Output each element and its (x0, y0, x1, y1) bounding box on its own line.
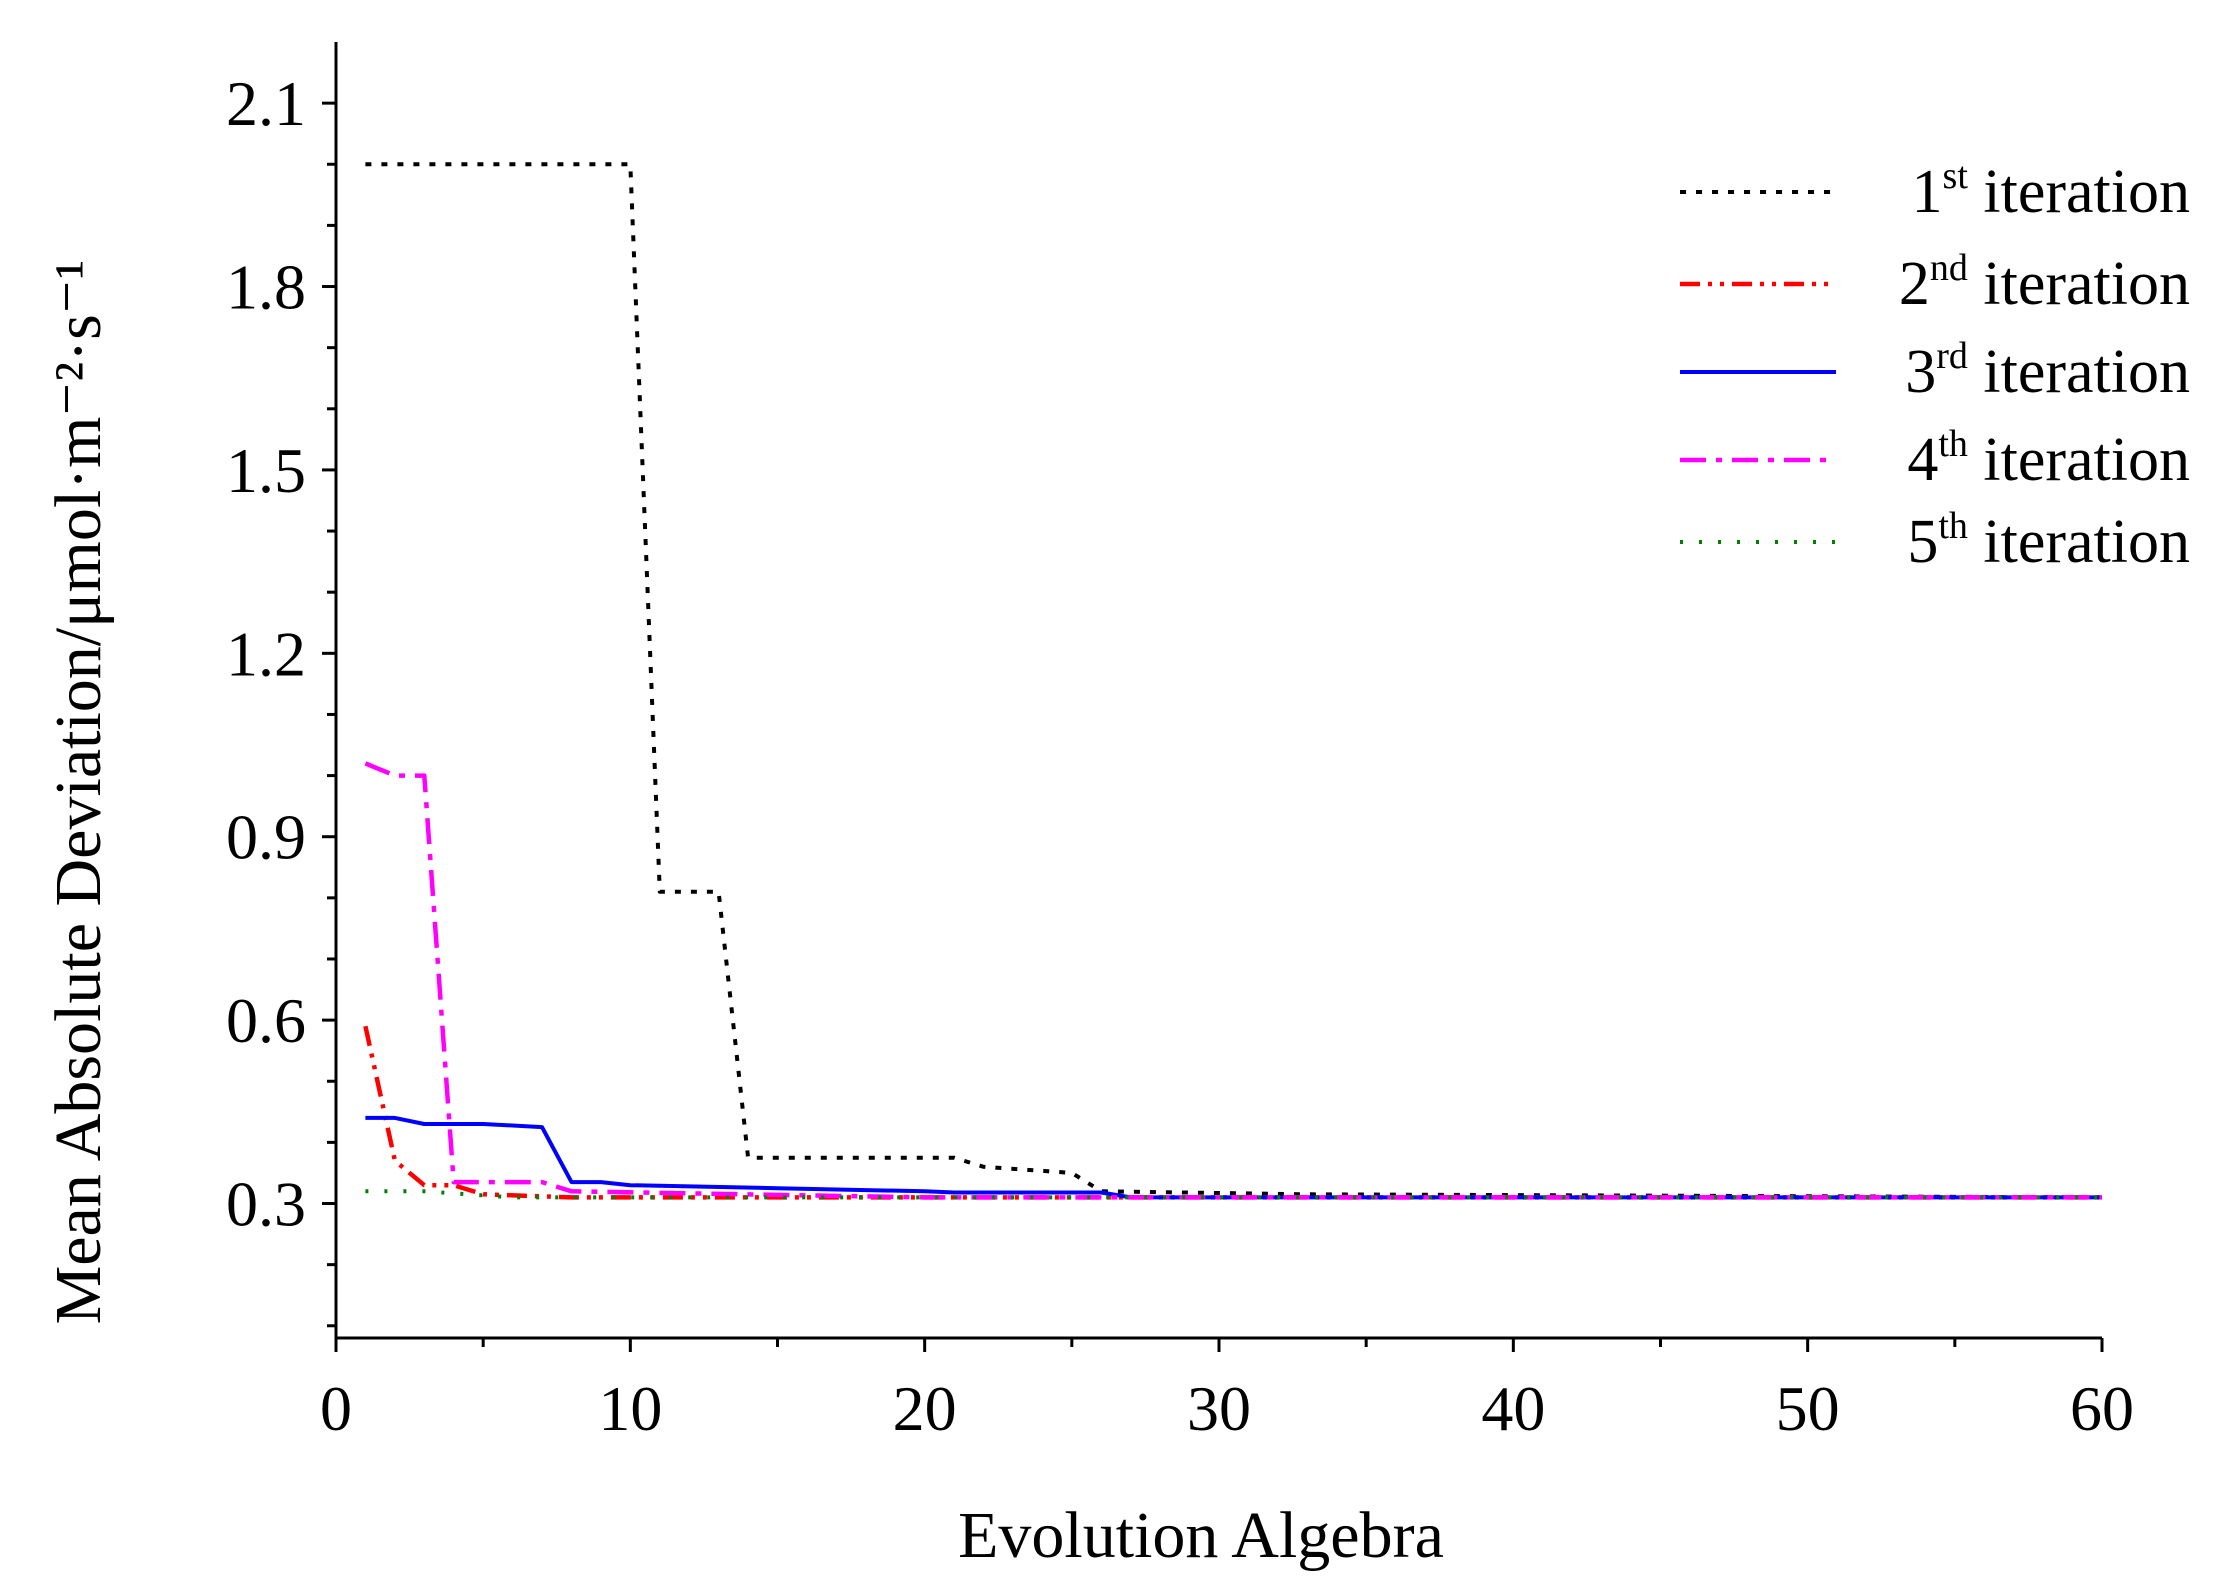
x-tick-label: 0 (320, 1373, 352, 1444)
legend-label-5: 5th iteration (1907, 505, 2190, 576)
x-tick-label: 10 (598, 1373, 662, 1444)
y-axis-title: Mean Absolute Deviation/μmol·m⁻²·s⁻¹ (42, 260, 115, 1325)
legend-label-4: 4th iteration (1907, 423, 2190, 494)
y-tick-label: 0.3 (226, 1169, 306, 1240)
legend-label-1: 1st iteration (1912, 155, 2190, 226)
series-line-3 (365, 1115, 2102, 1200)
legend-label-3: 3rd iteration (1905, 335, 2190, 406)
legend-label-2: 2nd iteration (1899, 247, 2190, 318)
series-line-2 (363, 1025, 2102, 1200)
plot-area (363, 162, 2103, 1200)
series-line-4 (364, 761, 2102, 1200)
x-tick-label: 60 (2070, 1373, 2134, 1444)
x-axis-title: Evolution Algebra (958, 1499, 1444, 1572)
x-tick-label: 30 (1187, 1373, 1251, 1444)
axes: 0 10 20 30 40 50 60 0.3 0.6 0.9 1.2 1.5 1.8 2.1 (226, 42, 2134, 1444)
y-tick-label: 1.2 (226, 618, 306, 689)
x-tick-label: 20 (893, 1373, 957, 1444)
y-tick-label: 1.8 (226, 252, 306, 323)
legend: 1st iteration 2nd iteration 3rd iteration 4… (1680, 155, 2190, 576)
y-tick-label: 0.9 (226, 802, 306, 873)
y-tick-label: 1.5 (226, 435, 306, 506)
series-line-1 (365, 162, 2103, 1200)
x-tick-label: 50 (1776, 1373, 1840, 1444)
x-tick-label: 40 (1481, 1373, 1545, 1444)
y-tick-label: 0.6 (226, 985, 306, 1056)
y-tick-label: 2.1 (226, 68, 306, 139)
